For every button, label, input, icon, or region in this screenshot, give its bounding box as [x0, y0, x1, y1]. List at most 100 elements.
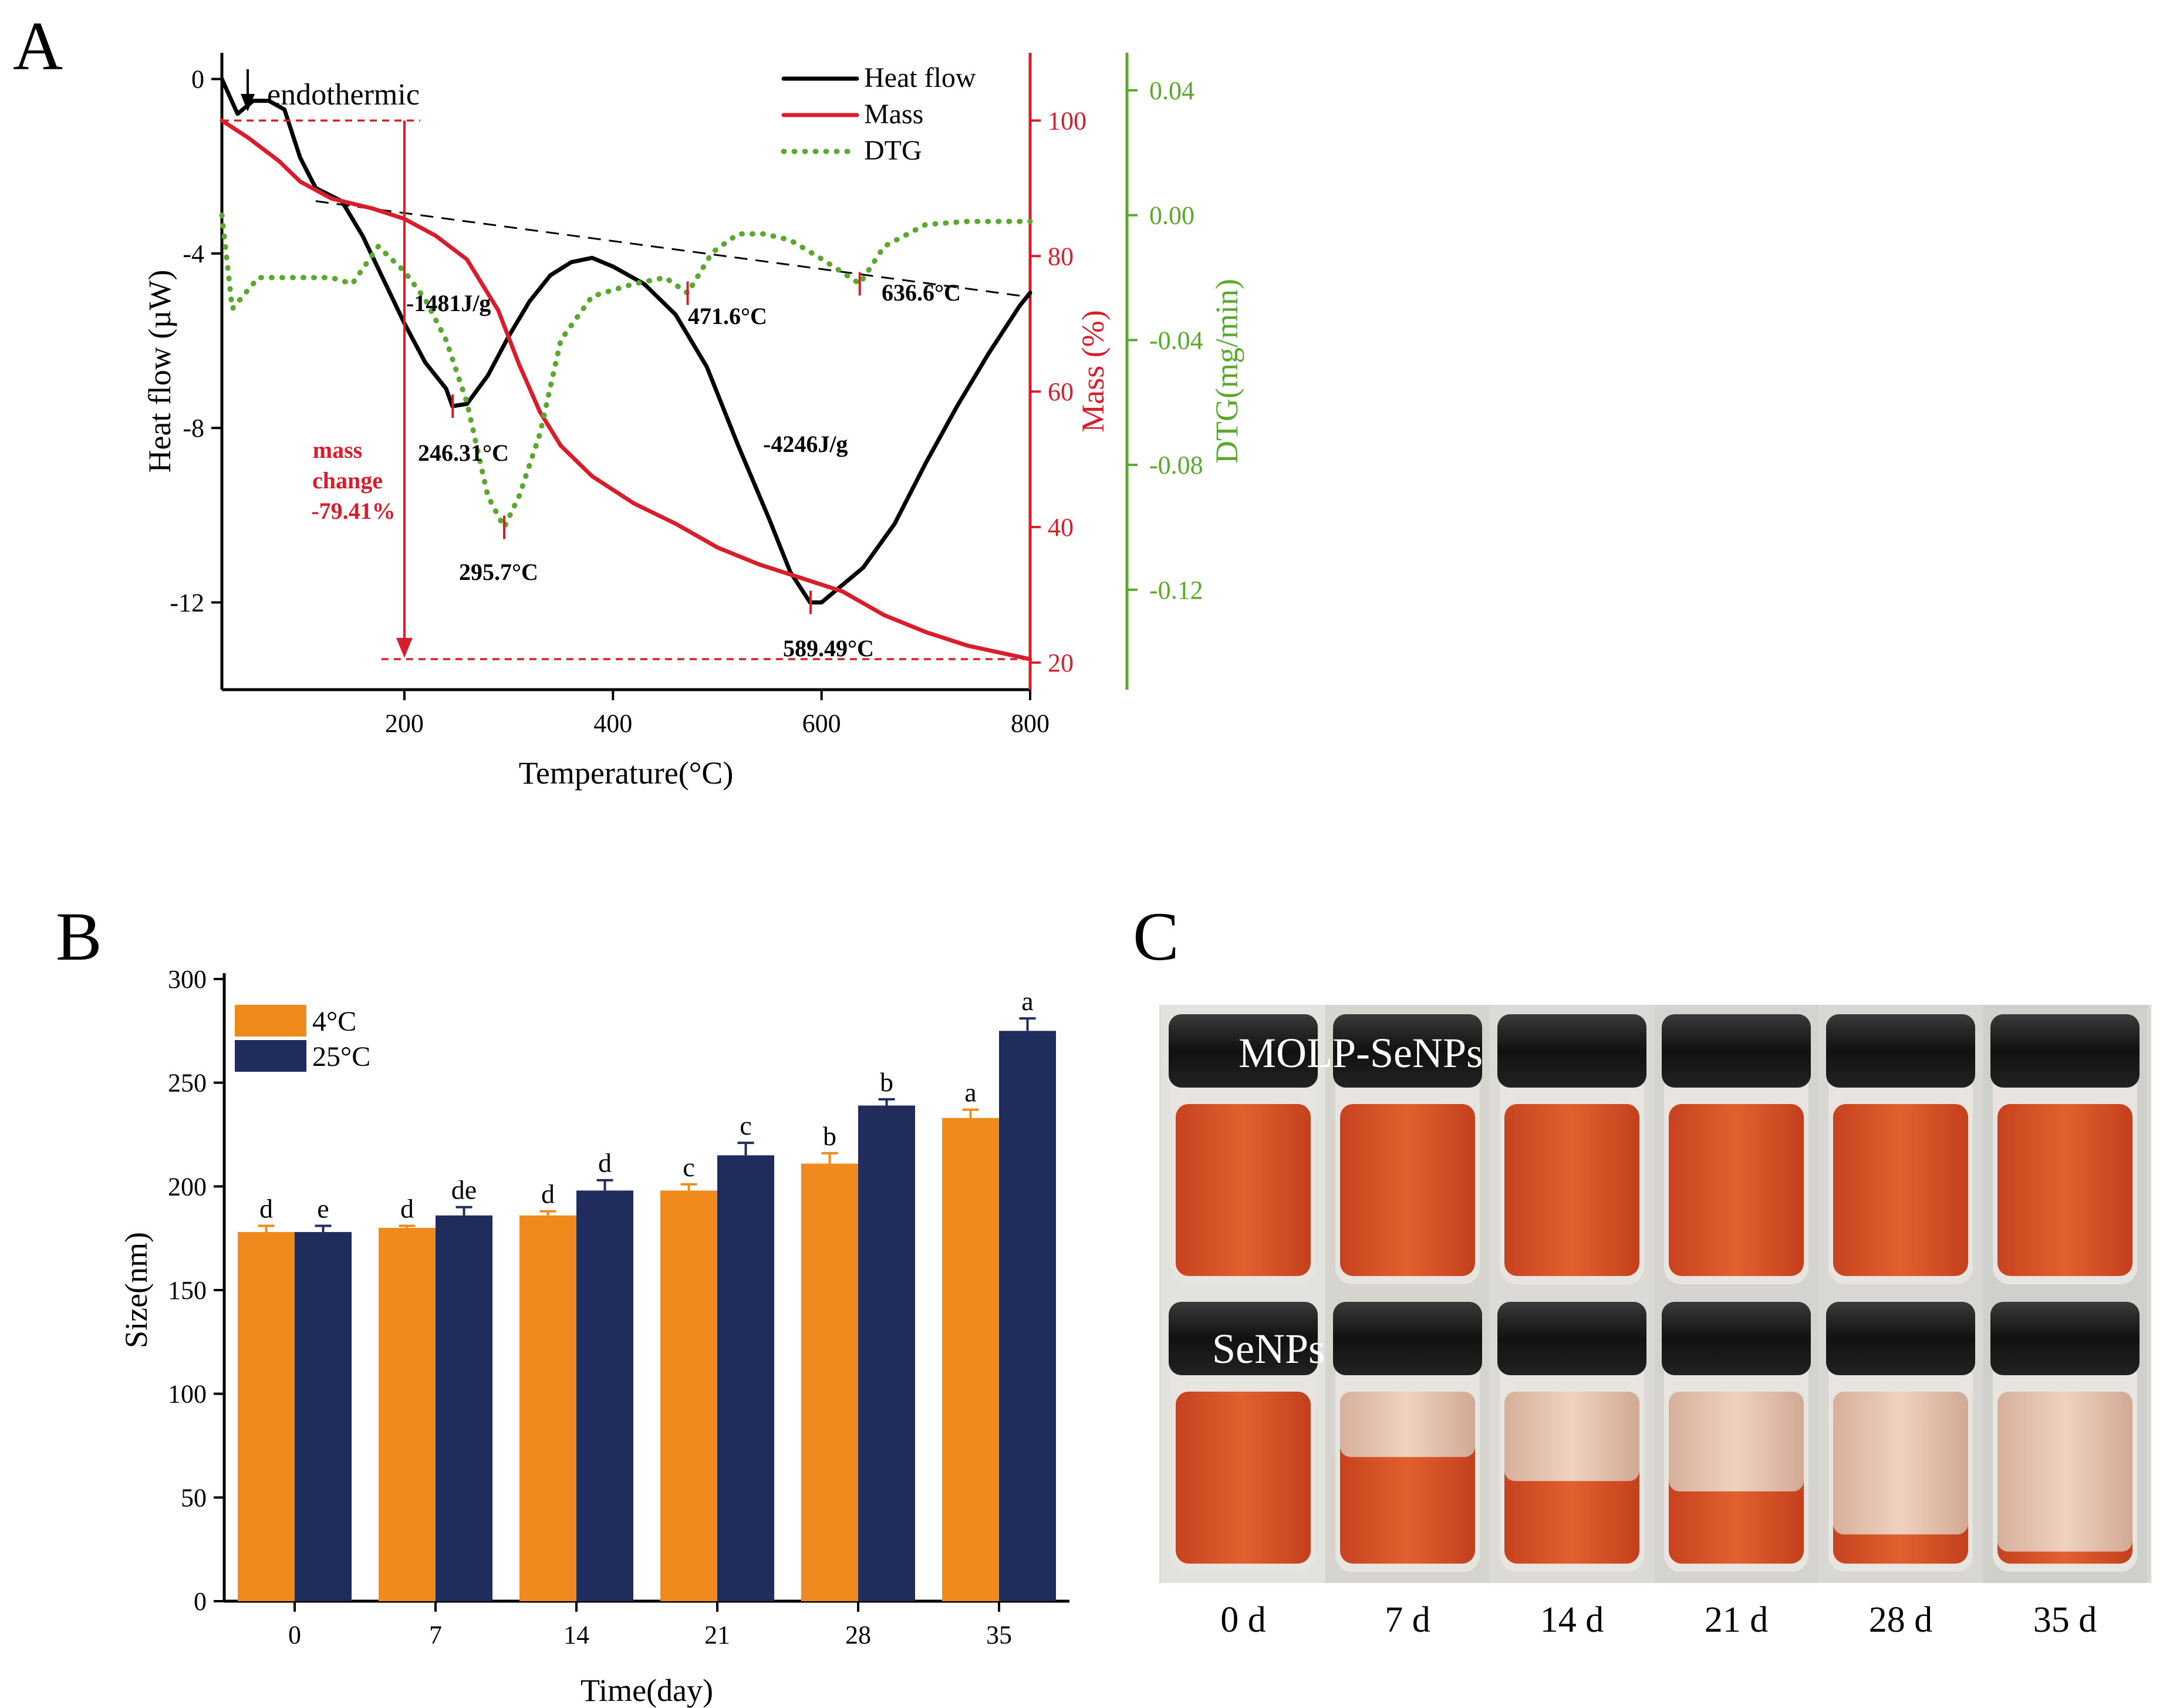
- bar-25c: [858, 1105, 915, 1601]
- annotation-enthalpy-1: -1481J/g: [406, 290, 491, 316]
- y-tick-label: 300: [168, 965, 207, 994]
- significance-letter: c: [740, 1110, 751, 1140]
- dtg-tick-label: -0.08: [1149, 451, 1203, 480]
- x-tick-label: 0: [288, 1621, 301, 1649]
- day-label: 7 d: [1385, 1600, 1430, 1640]
- y-tick-label: 100: [168, 1380, 207, 1409]
- dtg-tick-label: -0.12: [1149, 576, 1203, 605]
- dtg-tick-label: 0.00: [1149, 201, 1194, 230]
- mass-tick-label: 60: [1048, 377, 1074, 406]
- mass-axis-label: Mass (%): [1075, 310, 1111, 432]
- day-label: 35 d: [2033, 1600, 2097, 1640]
- bar-4c: [379, 1228, 436, 1601]
- x-tick-label: 800: [1011, 709, 1050, 738]
- vial-cap: [1826, 1014, 1975, 1088]
- y-tick-label: 50: [181, 1483, 207, 1512]
- annotation-peak-636: 636.6°C: [882, 279, 961, 306]
- annotation-peak-295: 295.7°C: [459, 559, 538, 585]
- vial-cap: [1497, 1302, 1646, 1375]
- significance-letter: c: [683, 1152, 694, 1182]
- x-tick-label: 35: [986, 1621, 1012, 1649]
- bar-4c: [801, 1163, 858, 1601]
- vial-cap: [1826, 1302, 1975, 1375]
- heat-tick-label: -4: [183, 239, 204, 268]
- x-axis-label: Time(day): [581, 1673, 713, 1708]
- y-tick-label: 200: [168, 1172, 207, 1201]
- legend-label-dtg: DTG: [864, 135, 922, 166]
- vial-label-senps: SeNPs: [1212, 1325, 1325, 1372]
- x-tick-label: 14: [563, 1621, 589, 1649]
- mass-tick-label: 40: [1048, 513, 1074, 542]
- dtg-tick-label: 0.04: [1149, 76, 1194, 105]
- vial-cap: [1662, 1302, 1811, 1375]
- vial-cap: [1169, 1014, 1318, 1088]
- x-tick-label: 200: [385, 709, 424, 738]
- legend-swatch-25c: [235, 1040, 306, 1072]
- annotation-peak-589: 589.49°C: [783, 635, 874, 661]
- mass-tick-label: 20: [1048, 649, 1074, 677]
- dtg-tick-label: -0.04: [1149, 326, 1203, 355]
- series-line-dtg: [219, 212, 1033, 530]
- significance-letter: d: [400, 1193, 414, 1223]
- y-tick-label: 0: [194, 1587, 207, 1616]
- mass-tick-label: 100: [1048, 106, 1086, 135]
- vial-cap: [1169, 1302, 1318, 1375]
- panel-c-photo: MOLP-SeNPs SeNPs 0 d 7 d 14 d 21 d 28 d 35 d: [1159, 1005, 2151, 1640]
- heat-baseline-dashed: [315, 200, 1031, 298]
- bar-4c: [238, 1232, 295, 1601]
- day-label: 28 d: [1869, 1600, 1933, 1640]
- x-tick-label: 600: [802, 709, 841, 738]
- x-tick-label: 400: [593, 709, 632, 738]
- panel-a-chart: 200 400 600 800 Temperature(°C) 0 -4 -8 -12 Heat …: [142, 53, 1244, 791]
- mass-tick-label: 80: [1048, 242, 1074, 271]
- vial-cap: [1497, 1014, 1646, 1088]
- annotation-mass-change-line2: change: [312, 467, 383, 494]
- significance-letter: d: [541, 1179, 555, 1209]
- bar-4c: [660, 1190, 717, 1601]
- day-labels: 0 d 7 d 14 d 21 d 28 d 35 d: [1220, 1600, 2097, 1640]
- significance-letter: de: [451, 1175, 477, 1205]
- annotation-enthalpy-2: -4246J/g: [763, 431, 848, 457]
- legend-label-25c: 25°C: [312, 1041, 370, 1072]
- panel-label-b: B: [56, 898, 102, 975]
- heat-axis-label: Heat flow (µW): [142, 270, 177, 473]
- y-tick-label: 250: [168, 1069, 207, 1098]
- significance-letter: b: [880, 1067, 893, 1097]
- significance-letter: d: [598, 1148, 612, 1178]
- bar-25c: [436, 1215, 492, 1601]
- heat-tick-label: 0: [191, 65, 204, 94]
- vial-liquid: [1833, 1104, 1968, 1276]
- x-axis-label: Temperature(°C): [519, 755, 734, 791]
- x-tick-label: 21: [704, 1621, 730, 1649]
- x-tick-label: 28: [845, 1621, 871, 1649]
- annotation-peak-246: 246.31°C: [418, 440, 509, 466]
- annotation-mass-change-line1: mass: [313, 437, 362, 463]
- vial-clear-supernatant: [1833, 1392, 1968, 1535]
- panel-label-c: C: [1133, 898, 1179, 975]
- mass-change-arrow-head: [396, 637, 413, 658]
- vial-liquid: [1340, 1104, 1475, 1276]
- legend-label-mass: Mass: [864, 99, 923, 130]
- vial-liquid: [1997, 1104, 2132, 1276]
- y-tick-label: 150: [168, 1276, 207, 1305]
- vial-cap: [1662, 1014, 1811, 1088]
- bar-4c: [942, 1118, 999, 1601]
- legend-label-heat-flow: Heat flow: [864, 62, 976, 93]
- vial-cap: [1990, 1014, 2140, 1088]
- significance-letter: e: [317, 1193, 329, 1223]
- significance-letter: a: [964, 1078, 976, 1108]
- day-label: 21 d: [1705, 1600, 1769, 1640]
- vial-cap: [1333, 1302, 1482, 1375]
- bar-25c: [717, 1155, 774, 1601]
- vial-clear-supernatant: [1504, 1392, 1639, 1481]
- vial-liquid: [1176, 1392, 1311, 1564]
- legend-swatch-4c: [235, 1005, 306, 1037]
- heat-tick-label: -12: [170, 588, 204, 617]
- significance-letter: d: [259, 1193, 273, 1223]
- vial-clear-supernatant: [1340, 1392, 1475, 1457]
- vial-liquid: [1669, 1104, 1804, 1276]
- day-label: 14 d: [1540, 1600, 1604, 1640]
